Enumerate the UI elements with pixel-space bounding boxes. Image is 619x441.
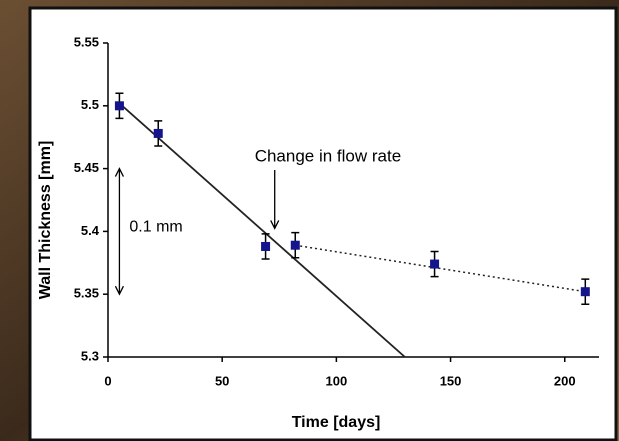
annotation: Change in flow rate bbox=[255, 146, 401, 165]
x-tick-label: 150 bbox=[440, 373, 462, 388]
x-tick-label: 50 bbox=[215, 373, 229, 388]
trend-line bbox=[295, 244, 586, 293]
x-axis-label: Time [days] bbox=[292, 414, 381, 431]
y-axis-label: Wall Thickness [mm] bbox=[37, 141, 54, 300]
data-point bbox=[430, 259, 440, 269]
x-tick-label: 200 bbox=[554, 373, 576, 388]
data-point bbox=[580, 287, 590, 297]
data-point bbox=[153, 128, 163, 138]
annotation: 0.1 mm bbox=[129, 219, 182, 236]
x-tick-label: 0 bbox=[104, 373, 111, 388]
chart-panel bbox=[28, 6, 618, 441]
data-point bbox=[114, 101, 124, 111]
y-tick-label: 5.5 bbox=[81, 97, 99, 112]
y-tick-label: 5.45 bbox=[74, 160, 99, 175]
y-tick-label: 5.55 bbox=[74, 34, 99, 49]
y-tick-label: 5.4 bbox=[81, 223, 100, 238]
scale-arrow bbox=[114, 167, 125, 296]
data-point bbox=[261, 241, 271, 251]
x-tick-label: 100 bbox=[326, 373, 348, 388]
y-tick-label: 5.3 bbox=[81, 348, 99, 363]
annotation-arrow bbox=[270, 170, 280, 230]
trend-line bbox=[118, 102, 406, 358]
y-tick-label: 5.35 bbox=[74, 286, 99, 301]
data-point bbox=[290, 240, 300, 250]
